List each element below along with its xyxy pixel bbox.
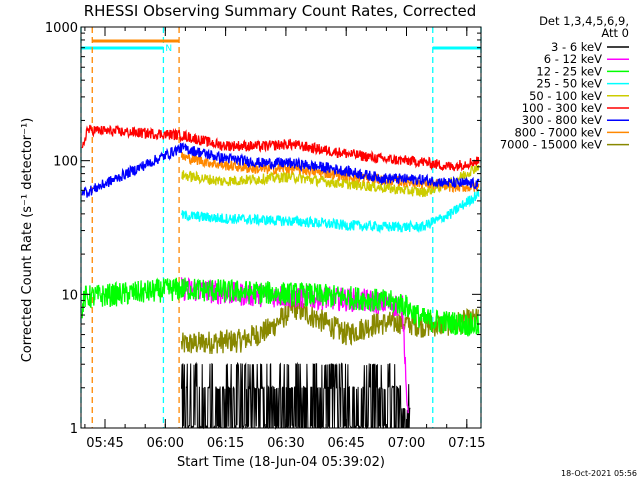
y-tick-label: 1000	[45, 21, 78, 36]
legend-label: 50 - 100 keV	[529, 89, 602, 103]
axes: 1 10 100 1000 05:45 06:00 06:15 06:30 06:45 07:00…	[45, 21, 486, 451]
x-tick-label: 06:15	[207, 436, 244, 451]
y-tick-label: 10	[61, 288, 78, 303]
x-tick-label: 07:00	[388, 436, 425, 451]
series-300-800-kev	[81, 142, 480, 198]
y-tick-label: 1	[70, 422, 78, 437]
series-12-25-kev	[81, 277, 480, 337]
x-tick-label: 05:45	[86, 436, 123, 451]
chart-title: RHESSI Observing Summary Count Rates, Co…	[84, 2, 477, 20]
legend-label: 12 - 25 keV	[536, 64, 602, 78]
legend-label: 3 - 6 keV	[551, 40, 602, 54]
x-tick-label: 06:45	[327, 436, 364, 451]
flag-label: N	[165, 44, 172, 54]
legend-label: 800 - 7000 keV	[514, 125, 602, 139]
series-50-100-kev	[181, 163, 480, 198]
plot-frame	[80, 26, 482, 429]
x-tick-label: 06:30	[267, 436, 304, 451]
y-axis-label: Corrected Count Rate (s⁻¹ detector⁻¹)	[20, 118, 35, 363]
y-tick-label: 100	[53, 155, 78, 170]
legend-label: 25 - 50 keV	[536, 77, 602, 91]
series-100-300-kev	[81, 124, 480, 172]
series-line	[81, 124, 480, 172]
legend-header-line-2: Att 0	[601, 26, 629, 40]
series-25-50-kev	[180, 189, 480, 234]
series-line	[181, 163, 480, 198]
series-line	[180, 189, 480, 234]
x-axis-label: Start Time (18-Jun-04 05:39:02)	[177, 455, 385, 470]
legend-label: 100 - 300 keV	[522, 101, 602, 115]
legend-label: 6 - 12 keV	[544, 52, 602, 66]
x-tick-label: 07:15	[448, 436, 485, 451]
footer-date: 18-Oct-2021 05:56	[561, 469, 637, 478]
series-layer	[81, 124, 480, 430]
legend-header-line-1: Det 1,3,4,5,6,9,	[539, 14, 629, 28]
x-tick-label: 06:00	[147, 436, 184, 451]
series-line	[81, 277, 480, 337]
series-line	[81, 142, 480, 198]
legend-label: 7000 - 15000 keV	[500, 138, 602, 152]
legend-label: 300 - 800 keV	[522, 113, 602, 127]
